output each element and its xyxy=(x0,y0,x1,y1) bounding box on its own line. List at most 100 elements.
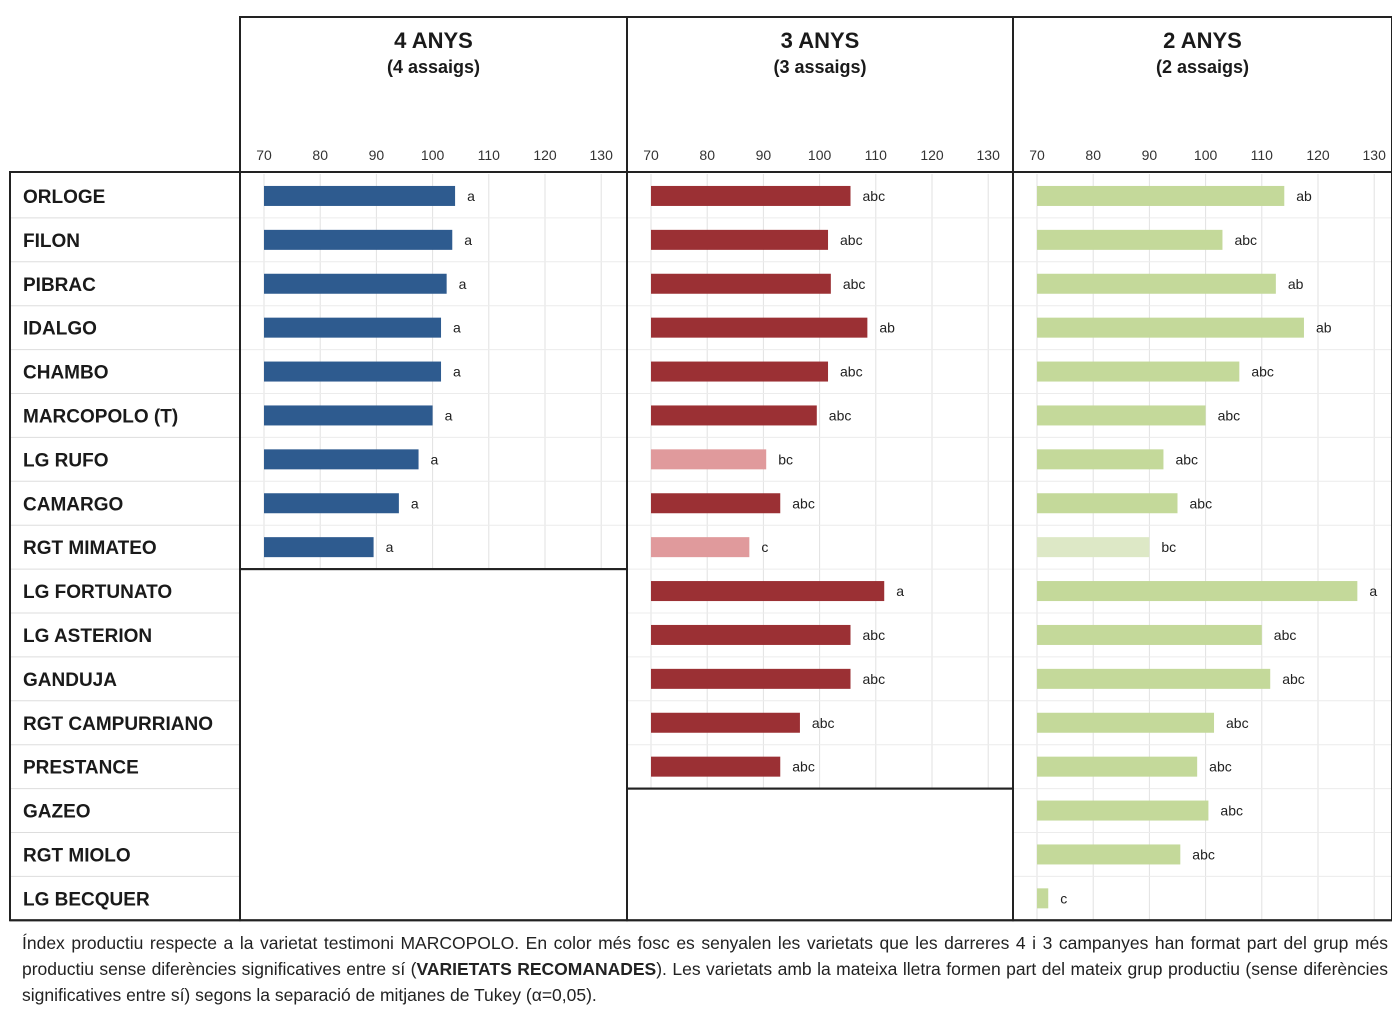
bar xyxy=(1037,668,1271,689)
bar xyxy=(651,449,767,470)
bar xyxy=(264,361,442,382)
significance-label: a xyxy=(1369,583,1377,599)
bar xyxy=(1037,581,1358,602)
variety-label: RGT MIOLO xyxy=(23,845,131,866)
tick-label: 110 xyxy=(478,147,501,163)
bar xyxy=(264,229,453,250)
variety-label: PIBRAC xyxy=(23,275,96,296)
panel-title: 3 ANYS xyxy=(781,28,860,53)
variety-label: LG BECQUER xyxy=(23,889,150,910)
bar xyxy=(651,405,817,426)
significance-label: a xyxy=(467,188,475,204)
tick-label: 110 xyxy=(865,147,888,163)
bar xyxy=(1037,624,1262,645)
significance-label: abc xyxy=(1190,495,1213,511)
tick-label: 100 xyxy=(1194,147,1218,163)
bar xyxy=(1037,493,1178,514)
variety-label: CHAMBO xyxy=(23,363,109,384)
variety-label: RGT MIMATEO xyxy=(23,538,157,559)
significance-label: abc xyxy=(1226,715,1249,731)
significance-label: abc xyxy=(1209,759,1232,775)
bar xyxy=(264,317,442,338)
variety-label: IDALGO xyxy=(23,319,97,340)
significance-label: abc xyxy=(829,407,852,423)
significance-label: abc xyxy=(792,495,815,511)
bar xyxy=(1037,229,1223,250)
variety-label: ORLOGE xyxy=(23,187,105,208)
panel-empty-area xyxy=(626,787,1014,922)
bar xyxy=(651,756,781,777)
bar xyxy=(1037,317,1304,338)
caption-text-1: Índex productiu respecte a la varietat t… xyxy=(22,933,1388,979)
bar xyxy=(1037,800,1209,821)
significance-label: ab xyxy=(879,320,895,336)
significance-label: ab xyxy=(1296,188,1312,204)
bar xyxy=(1037,537,1150,558)
bar xyxy=(264,273,447,294)
significance-label: abc xyxy=(1220,803,1243,819)
chart-caption: Índex productiu respecte a la varietat t… xyxy=(22,930,1388,1008)
panel-empty-area xyxy=(239,568,628,922)
significance-label: abc xyxy=(1274,627,1297,643)
bar xyxy=(1037,712,1215,733)
tick-label: 80 xyxy=(1085,147,1101,163)
tick-label: 80 xyxy=(699,147,715,163)
bars xyxy=(264,185,1358,909)
caption-bold-text: VARIETATS RECOMANADES xyxy=(416,959,657,979)
significance-label: a xyxy=(431,451,439,467)
panel-subtitle: (4 assaigs) xyxy=(387,57,480,77)
significance-label: abc xyxy=(812,715,835,731)
bar xyxy=(1037,844,1181,865)
bar xyxy=(264,537,374,558)
bar xyxy=(264,493,399,514)
significance-label: bc xyxy=(1161,539,1176,555)
bar xyxy=(1037,756,1198,777)
significance-label: abc xyxy=(792,759,815,775)
variety-label: LG RUFO xyxy=(23,450,109,471)
bar xyxy=(1037,361,1240,382)
bar xyxy=(264,449,419,470)
bar xyxy=(651,229,829,250)
significance-label: abc xyxy=(1192,846,1215,862)
tick-label: 70 xyxy=(256,147,272,163)
significance-label: ab xyxy=(1316,320,1332,336)
bar xyxy=(1037,888,1049,909)
variety-label: CAMARGO xyxy=(23,494,123,515)
bar xyxy=(1037,273,1276,294)
variety-label: LG ASTERION xyxy=(23,626,152,647)
bar xyxy=(651,317,868,338)
bar xyxy=(651,668,851,689)
tick-label: 120 xyxy=(920,147,944,163)
significance-label: abc xyxy=(863,671,886,687)
significance-label: a xyxy=(464,232,472,248)
variety-label: FILON xyxy=(23,231,80,252)
significance-label: a xyxy=(459,276,467,292)
variety-label: GANDUJA xyxy=(23,670,117,691)
significance-label: abc xyxy=(1282,671,1305,687)
panel-subtitle: (3 assaigs) xyxy=(773,57,866,77)
tick-label: 110 xyxy=(1251,147,1274,163)
tick-label: 130 xyxy=(977,147,1001,163)
significance-label: abc xyxy=(863,627,886,643)
bar xyxy=(1037,449,1164,470)
tick-label: 90 xyxy=(756,147,772,163)
variety-label: MARCOPOLO (T) xyxy=(23,406,178,427)
bar xyxy=(1037,185,1285,206)
significance-label: a xyxy=(453,364,461,380)
significance-label: a xyxy=(445,407,453,423)
gridlines xyxy=(10,174,1392,921)
tick-label: 70 xyxy=(1029,147,1045,163)
significance-label: a xyxy=(453,320,461,336)
significance-label: abc xyxy=(1218,407,1241,423)
bar xyxy=(651,624,851,645)
significance-label: abc xyxy=(843,276,866,292)
variety-label: RGT CAMPURRIANO xyxy=(23,714,213,735)
tick-label: 130 xyxy=(590,147,614,163)
significance-label: a xyxy=(411,495,419,511)
tick-label: 130 xyxy=(1363,147,1387,163)
bar xyxy=(651,712,800,733)
variety-label: PRESTANCE xyxy=(23,758,139,779)
bar xyxy=(651,273,831,294)
tick-label: 100 xyxy=(808,147,832,163)
significance-label: a xyxy=(386,539,394,555)
